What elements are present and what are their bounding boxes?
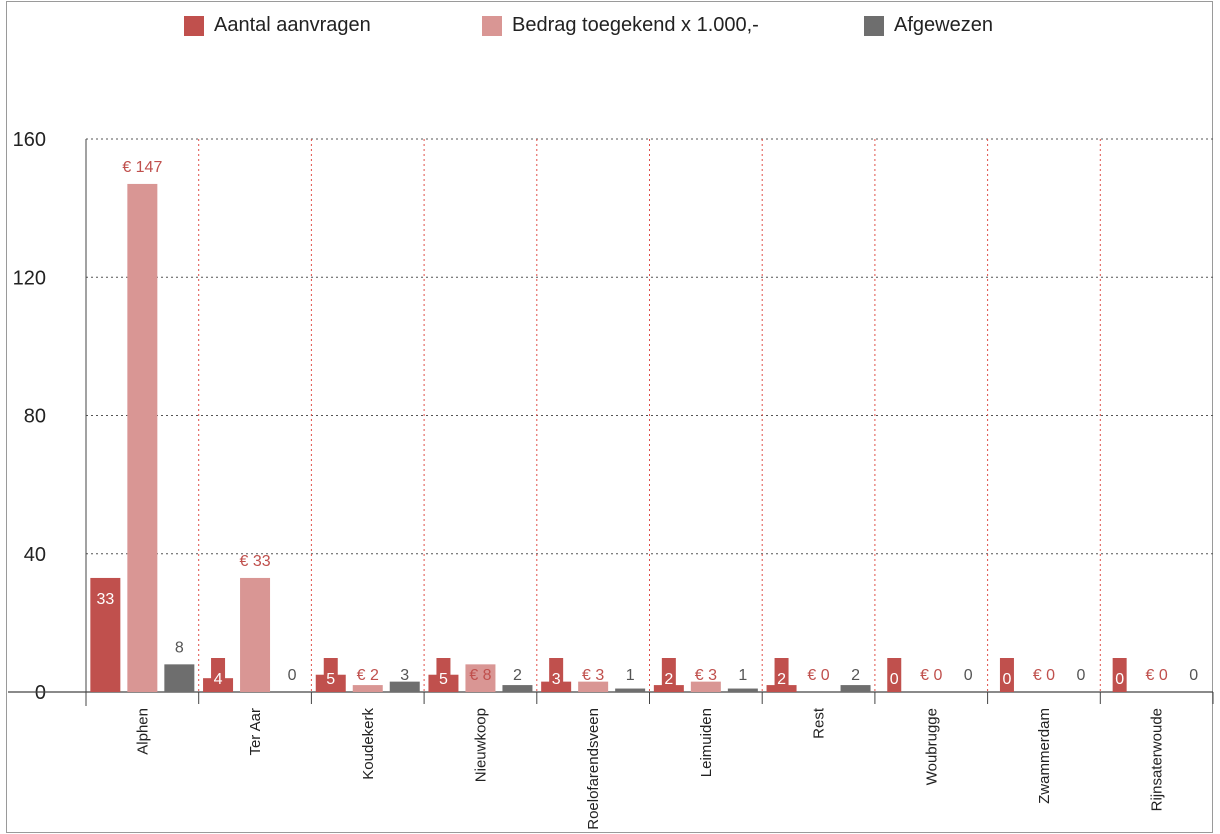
- y-tick-label-120: 120: [13, 267, 46, 289]
- x-tick-label-roelofarendsveen: Roelofarendsveen: [585, 708, 602, 830]
- chart-frame: [6, 1, 1213, 833]
- data-label-afgewezen-nieuwkoop: 2: [513, 667, 522, 684]
- bar-bedrag-toegekend-x-1-000-roelofarendsveen: [578, 681, 609, 692]
- legend-swatch-bedrag-toegekend: [482, 15, 502, 36]
- data-label-afgewezen-leimuiden: 1: [738, 667, 747, 684]
- data-label-aantal-aanvragen-leimuiden: 2: [664, 671, 673, 688]
- data-label-aantal-aanvragen-rijnsaterwoude: 0: [1115, 671, 1124, 688]
- data-label-bedrag-toegekend-x-1-000-ter-aar: € 33: [239, 553, 270, 570]
- x-tick-label-zwammerdam: Zwammerdam: [1036, 708, 1053, 804]
- y-tick-label-160: 160: [13, 129, 46, 151]
- data-label-afgewezen-ter-aar: 0: [288, 667, 297, 684]
- data-label-bedrag-toegekend-x-1-000-leimuiden: € 3: [695, 667, 717, 684]
- x-tick-label-koudekerk: Koudekerk: [360, 708, 377, 780]
- legend-label-bedrag-toegekend: Bedrag toegekend x 1.000,-: [512, 14, 759, 36]
- data-label-aantal-aanvragen-rest: 2: [777, 671, 786, 688]
- data-label-bedrag-toegekend-x-1-000-rijnsaterwoude: € 0: [1146, 667, 1168, 684]
- bar-afgewezen-alphen: [164, 664, 195, 692]
- bar-afgewezen-rest: [840, 685, 871, 692]
- data-label-bedrag-toegekend-x-1-000-roelofarendsveen: € 3: [582, 667, 604, 684]
- data-label-bedrag-toegekend-x-1-000-nieuwkoop: € 8: [469, 667, 491, 684]
- y-tick-label-40: 40: [24, 544, 46, 566]
- data-label-afgewezen-woubrugge: 0: [964, 667, 973, 684]
- data-label-afgewezen-koudekerk: 3: [400, 667, 409, 684]
- bar-bedrag-toegekend-x-1-000-alphen: [127, 183, 158, 692]
- x-tick-label-nieuwkoop: Nieuwkoop: [472, 708, 489, 782]
- bar-bedrag-toegekend-x-1-000-leimuiden: [690, 681, 721, 692]
- data-label-bedrag-toegekend-x-1-000-rest: € 0: [807, 667, 829, 684]
- data-label-aantal-aanvragen-koudekerk: 5: [326, 671, 335, 688]
- data-label-bg-aantal-aanvragen-zwammerdam: [999, 658, 1014, 692]
- bar-afgewezen-roelofarendsveen: [615, 688, 646, 692]
- legend-swatch-afgewezen: [864, 15, 884, 36]
- data-label-bg-aantal-aanvragen-roelofarendsveen: [549, 658, 564, 692]
- data-label-aantal-aanvragen-ter-aar: 4: [214, 671, 223, 688]
- data-label-bedrag-toegekend-x-1-000-koudekerk: € 2: [357, 667, 379, 684]
- data-label-afgewezen-roelofarendsveen: 1: [626, 667, 635, 684]
- y-tick-label-80: 80: [24, 406, 46, 428]
- legend-label-afgewezen: Afgewezen: [894, 14, 993, 36]
- legend-item-bedrag-toegekend: Bedrag toegekend x 1.000,-: [482, 14, 759, 37]
- bar-afgewezen-koudekerk: [389, 681, 420, 692]
- bar-afgewezen-nieuwkoop: [502, 685, 533, 692]
- x-tick-label-leimuiden: Leimuiden: [698, 708, 715, 777]
- data-label-bedrag-toegekend-x-1-000-woubrugge: € 0: [920, 667, 942, 684]
- data-label-bg-aantal-aanvragen-ter-aar: [211, 658, 226, 692]
- x-tick-label-alphen: Alphen: [134, 708, 151, 755]
- data-label-afgewezen-rijnsaterwoude: 0: [1189, 667, 1198, 684]
- data-label-aantal-aanvragen-nieuwkoop: 5: [439, 671, 448, 688]
- bar-bedrag-toegekend-x-1-000-koudekerk: [352, 685, 383, 692]
- x-tick-label-rijnsaterwoude: Rijnsaterwoude: [1149, 708, 1166, 811]
- bar-bedrag-toegekend-x-1-000-nieuwkoop: [465, 664, 496, 692]
- y-tick-label-0: 0: [35, 682, 46, 704]
- bar-aantal-aanvragen-alphen: [90, 577, 121, 692]
- data-label-bg-aantal-aanvragen-nieuwkoop: [436, 658, 451, 692]
- bar-bedrag-toegekend-x-1-000-ter-aar: [240, 577, 271, 692]
- x-tick-label-woubrugge: Woubrugge: [923, 708, 940, 785]
- data-label-afgewezen-alphen: 8: [175, 639, 184, 656]
- legend-item-afgewezen: Afgewezen: [864, 14, 993, 37]
- data-label-afgewezen-rest: 2: [851, 667, 860, 684]
- legend: Aantal aanvragen Bedrag toegekend x 1.00…: [0, 14, 1220, 44]
- data-label-aantal-aanvragen-roelofarendsveen: 3: [552, 671, 561, 688]
- data-label-bg-aantal-aanvragen-rest: [774, 658, 789, 692]
- bar-afgewezen-leimuiden: [727, 688, 758, 692]
- legend-label-aantal-aanvragen: Aantal aanvragen: [214, 14, 371, 36]
- x-tick-label-rest: Rest: [811, 707, 828, 739]
- legend-item-aantal-aanvragen: Aantal aanvragen: [184, 14, 371, 37]
- data-label-bedrag-toegekend-x-1-000-alphen: € 147: [122, 159, 162, 176]
- data-label-bg-aantal-aanvragen-leimuiden: [661, 658, 676, 692]
- data-label-aantal-aanvragen-alphen: 33: [96, 591, 114, 608]
- data-label-aantal-aanvragen-woubrugge: 0: [890, 671, 899, 688]
- data-label-afgewezen-zwammerdam: 0: [1076, 667, 1085, 684]
- x-tick-label-ter-aar: Ter Aar: [247, 708, 264, 756]
- data-label-bg-aantal-aanvragen-woubrugge: [887, 658, 902, 692]
- data-label-bg-aantal-aanvragen-koudekerk: [323, 658, 338, 692]
- data-label-bg-aantal-aanvragen-rijnsaterwoude: [1112, 658, 1127, 692]
- data-label-aantal-aanvragen-zwammerdam: 0: [1002, 671, 1011, 688]
- data-label-bedrag-toegekend-x-1-000-zwammerdam: € 0: [1033, 667, 1055, 684]
- legend-swatch-aantal-aanvragen: [184, 15, 204, 36]
